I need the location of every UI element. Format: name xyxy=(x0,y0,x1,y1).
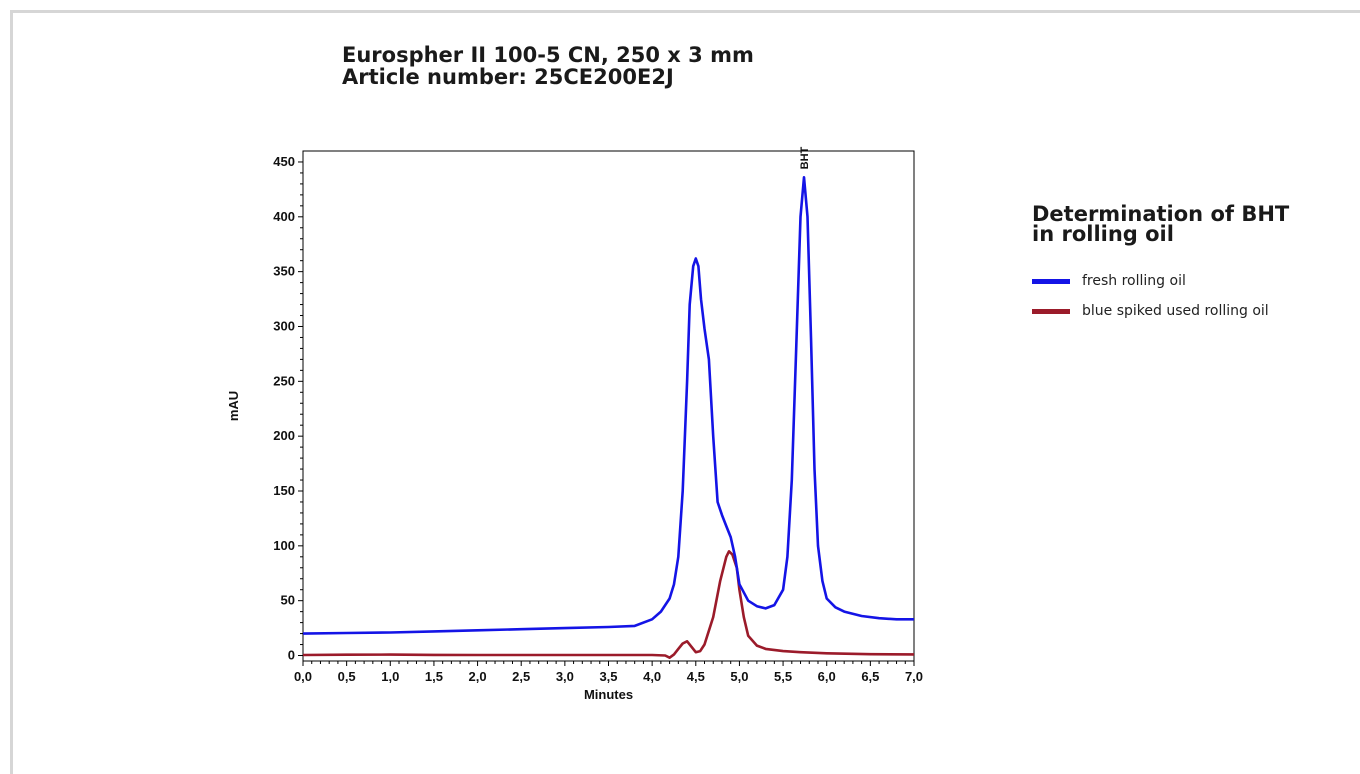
y-tick-label: 100 xyxy=(273,538,295,553)
x-tick-label: 0,0 xyxy=(294,669,312,684)
y-tick-label: 250 xyxy=(273,373,295,388)
x-tick-label: 2,5 xyxy=(512,669,530,684)
x-tick-label: 0,5 xyxy=(338,669,356,684)
legend-swatch-fresh xyxy=(1032,278,1070,284)
legend-title-line1: Determination of BHT xyxy=(1032,202,1290,226)
y-tick-label: 450 xyxy=(273,154,295,169)
legend-title-line2: in rolling oil xyxy=(1032,222,1174,246)
legend-swatch-used xyxy=(1032,308,1070,314)
chromatogram-chart: 0 50 100 150 200 250 300 350 400 450 0,0 0,5 1,0 1,5 2… xyxy=(226,146,923,702)
peak-annotation-bht: BHT xyxy=(799,146,811,169)
x-tick-label: 5,5 xyxy=(774,669,792,684)
series-line-fresh-rolling-oil xyxy=(302,176,914,635)
y-tick-label: 400 xyxy=(273,209,295,224)
y-tick-label: 150 xyxy=(273,483,295,498)
x-tick-label: 1,0 xyxy=(381,669,399,684)
y-axis-label: mAU xyxy=(226,391,241,421)
x-tick-label: 1,5 xyxy=(425,669,443,684)
x-tick-label: 2,0 xyxy=(469,669,487,684)
x-tick-label: 6,0 xyxy=(818,669,836,684)
x-tick-label: 4,0 xyxy=(643,669,661,684)
y-tick-label: 200 xyxy=(273,428,295,443)
legend: Determination of BHT in rolling oil fres… xyxy=(1032,204,1352,326)
y-tick-label: 50 xyxy=(281,593,295,608)
x-tick-label: 6,5 xyxy=(861,669,879,684)
x-tick-label: 4,5 xyxy=(687,669,705,684)
y-tick-label: 300 xyxy=(273,318,295,333)
legend-title: Determination of BHT in rolling oil xyxy=(1032,202,1352,246)
x-tick-label: 3,0 xyxy=(556,669,574,684)
legend-label-used: blue spiked used rolling oil xyxy=(1082,303,1269,319)
figure-frame xyxy=(10,10,1360,774)
series-line-used-rolling-oil xyxy=(302,550,915,659)
chart-title-line1: Eurospher II 100-5 CN, 250 x 3 mm xyxy=(342,43,754,67)
legend-item-fresh: fresh rolling oil xyxy=(1032,266,1352,296)
x-tick-label: 3,5 xyxy=(599,669,617,684)
legend-item-used: blue spiked used rolling oil xyxy=(1032,296,1352,326)
legend-label-fresh: fresh rolling oil xyxy=(1082,273,1186,289)
x-tick-label: 5,0 xyxy=(730,669,748,684)
chart-title-line2: Article number: 25CE200E2J xyxy=(342,65,674,89)
x-axis-label: Minutes xyxy=(584,687,633,702)
chart-title: Eurospher II 100-5 CN, 250 x 3 mm Articl… xyxy=(342,44,754,88)
y-tick-label: 0 xyxy=(288,648,295,663)
x-tick-label: 7,0 xyxy=(905,669,923,684)
y-tick-label: 350 xyxy=(273,264,295,279)
